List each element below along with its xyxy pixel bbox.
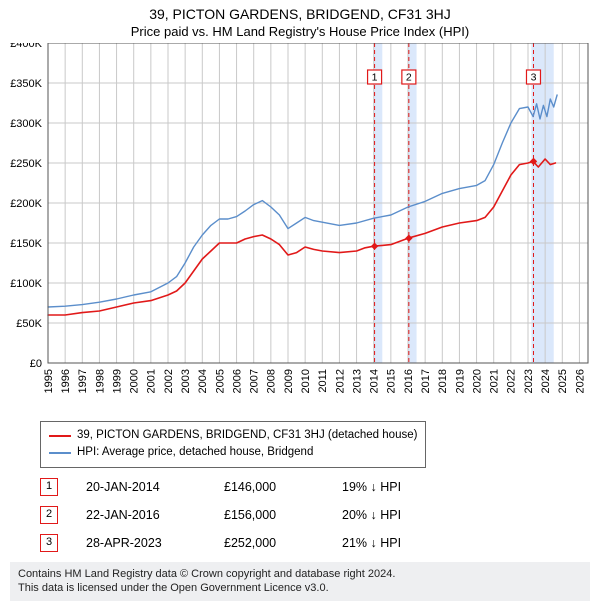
legend-swatch [49, 435, 71, 437]
event-number-box: 1 [40, 478, 58, 496]
y-tick-label: £50K [16, 318, 42, 330]
price-chart: £0 £50K £100K £150K £200K £250K £300K £350K £400… [0, 43, 600, 413]
x-tick-label: 2022 [506, 369, 518, 393]
x-tick-label: 2000 [129, 369, 141, 393]
x-tick-label: 2024 [540, 369, 552, 393]
x-tick-label: 2018 [437, 369, 449, 393]
x-tick-label: 2007 [249, 369, 261, 393]
event-date: 28-APR-2023 [86, 536, 196, 550]
x-tick-label: 1998 [94, 369, 106, 393]
x-tick-label: 2009 [283, 369, 295, 393]
x-tick-label: 1996 [60, 369, 72, 393]
y-tick-label: £300K [10, 118, 42, 130]
event-number-box: 3 [40, 534, 58, 552]
x-tick-label: 2020 [471, 369, 483, 393]
event-price: £252,000 [224, 536, 314, 550]
page-subtitle: Price paid vs. HM Land Registry's House … [0, 22, 600, 43]
x-tick-label: 2010 [300, 369, 312, 393]
event-price: £156,000 [224, 508, 314, 522]
x-tick-label: 1997 [77, 369, 89, 393]
footer-line1: Contains HM Land Registry data © Crown c… [18, 567, 582, 582]
x-tick-label: 2006 [231, 369, 243, 393]
event-row: 3 28-APR-2023 £252,000 21% ↓ HPI [40, 534, 600, 552]
y-tick-label: £200K [10, 198, 42, 210]
legend-item: 39, PICTON GARDENS, BRIDGEND, CF31 3HJ (… [49, 427, 417, 444]
x-tick-label: 2002 [163, 369, 175, 393]
legend-label: 39, PICTON GARDENS, BRIDGEND, CF31 3HJ (… [77, 427, 417, 444]
legend-item: HPI: Average price, detached house, Brid… [49, 444, 417, 461]
x-tick-label: 2003 [180, 369, 192, 393]
event-row: 1 20-JAN-2014 £146,000 19% ↓ HPI [40, 478, 600, 496]
y-tick-label: £100K [10, 278, 42, 290]
footer-line2: This data is licensed under the Open Gov… [18, 581, 582, 596]
x-tick-label: 1999 [111, 369, 123, 393]
y-tick-label: £0 [30, 358, 42, 370]
legend: 39, PICTON GARDENS, BRIDGEND, CF31 3HJ (… [40, 421, 426, 468]
chart-container: £0 £50K £100K £150K £200K £250K £300K £350K £400… [0, 43, 600, 413]
page-title: 39, PICTON GARDENS, BRIDGEND, CF31 3HJ [0, 0, 600, 22]
x-tick-label: 2008 [266, 369, 278, 393]
event-pct: 20% ↓ HPI [342, 508, 442, 522]
x-tick-label: 2011 [317, 369, 329, 393]
events-table: 1 20-JAN-2014 £146,000 19% ↓ HPI 2 22-JAN-201… [40, 478, 600, 552]
event-row: 2 22-JAN-2016 £156,000 20% ↓ HPI [40, 506, 600, 524]
event-pct: 19% ↓ HPI [342, 480, 442, 494]
x-tick-label: 2005 [214, 369, 226, 393]
x-tick-label: 2015 [386, 369, 398, 393]
event-price: £146,000 [224, 480, 314, 494]
footer-attribution: Contains HM Land Registry data © Crown c… [10, 562, 590, 601]
x-tick-label: 2016 [403, 369, 415, 393]
event-date: 20-JAN-2014 [86, 480, 196, 494]
x-tick-label: 2014 [369, 369, 381, 393]
legend-swatch [49, 452, 71, 454]
event-pct: 21% ↓ HPI [342, 536, 442, 550]
event-marker-number: 3 [531, 71, 537, 83]
x-tick-label: 1995 [43, 369, 55, 393]
x-tick-label: 2013 [351, 369, 363, 393]
x-tick-label: 2001 [146, 369, 158, 393]
event-marker-number: 1 [372, 71, 378, 83]
event-number-box: 2 [40, 506, 58, 524]
legend-label: HPI: Average price, detached house, Brid… [77, 444, 313, 461]
y-tick-label: £400K [10, 43, 42, 50]
x-tick-label: 2012 [334, 369, 346, 393]
x-tick-label: 2017 [420, 369, 432, 393]
event-date: 22-JAN-2016 [86, 508, 196, 522]
x-tick-label: 2019 [454, 369, 466, 393]
x-tick-label: 2023 [523, 369, 535, 393]
x-tick-label: 2026 [574, 369, 586, 393]
x-tick-label: 2021 [489, 369, 501, 393]
y-tick-label: £350K [10, 78, 42, 90]
y-tick-label: £150K [10, 238, 42, 250]
y-tick-label: £250K [10, 158, 42, 170]
x-tick-label: 2004 [197, 369, 209, 393]
event-marker-number: 2 [406, 71, 412, 83]
x-tick-label: 2025 [557, 369, 569, 393]
